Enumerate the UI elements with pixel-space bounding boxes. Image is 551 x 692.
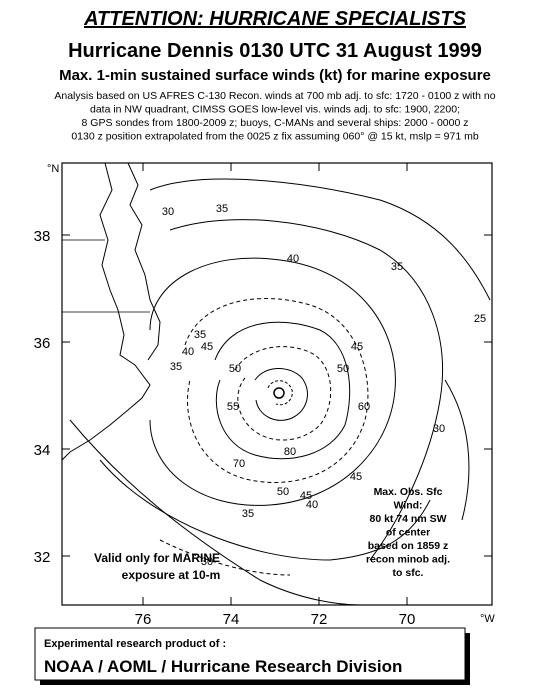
contour-label: 55 xyxy=(227,401,239,413)
lon-label: 76 xyxy=(135,611,152,628)
contour-label: 30 xyxy=(201,556,213,568)
contour-label: 45 xyxy=(350,471,362,483)
lat-label: 32 xyxy=(34,549,51,566)
contour-label: 50 xyxy=(229,363,241,375)
lat-label: 38 xyxy=(34,228,51,245)
title: Hurricane Dennis 0130 UTC 31 August 1999 xyxy=(68,40,482,62)
max-obs-note: recon minob adj. xyxy=(366,554,450,566)
contour-label: 35 xyxy=(391,261,403,273)
max-obs-note: to sfc. xyxy=(393,567,424,579)
banner: ATTENTION: HURRICANE SPECIALISTS xyxy=(83,8,467,30)
contour-label: 40 xyxy=(287,253,299,265)
marine-note: Valid only for MARINE xyxy=(94,551,220,565)
footer-box xyxy=(34,627,466,681)
lon-unit: °W xyxy=(480,613,495,625)
contour-label: 50 xyxy=(277,486,289,498)
note-line: Analysis based on US AFRES C-130 Recon. … xyxy=(54,90,495,102)
note-line: 0130 z position extrapolated from the 00… xyxy=(71,131,479,143)
lat-label: 34 xyxy=(34,442,51,459)
contour-label: 35 xyxy=(170,361,182,373)
storm-center xyxy=(273,387,285,399)
contour-label: 40 xyxy=(182,346,194,358)
contour-label: 45 xyxy=(300,490,312,502)
contour-label: 40 xyxy=(306,499,318,511)
contour-label: 80 xyxy=(284,446,296,458)
isotachs xyxy=(69,178,491,606)
max-obs-note: 80 kt 74 nm SW xyxy=(369,513,446,525)
contour-label: 35 xyxy=(242,508,254,520)
lat-label: 36 xyxy=(34,335,51,352)
note-line: 8 GPS sondes from 1800-2009 z; buoys, C-… xyxy=(82,117,469,129)
contour-label: 35 xyxy=(216,203,228,215)
marine-note: exposure at 10-m xyxy=(122,568,221,582)
max-obs-note: Max. Obs. Sfc xyxy=(374,486,443,498)
max-obs-note: of center xyxy=(386,527,430,539)
contour-label: 45 xyxy=(201,341,213,353)
lon-label: 74 xyxy=(223,611,240,628)
contour-label: 30 xyxy=(162,206,174,218)
contour-label: 50 xyxy=(337,363,349,375)
contour-label: 35 xyxy=(194,329,206,341)
contour-label: 30 xyxy=(433,423,445,435)
footer-line1: Experimental research product of : xyxy=(44,638,226,650)
lon-label: 72 xyxy=(311,611,328,628)
footer-line2: NOAA / AOML / Hurricane Research Divisio… xyxy=(44,657,402,676)
contour-label: 25 xyxy=(474,313,486,325)
lon-label: 70 xyxy=(399,611,416,628)
contour-label: 45 xyxy=(351,341,363,353)
contour-label: 70 xyxy=(233,458,245,470)
contour-label: 60 xyxy=(358,401,370,413)
note-line: data in NW quadrant, CIMSS GOES low-leve… xyxy=(90,104,460,116)
subtitle: Max. 1-min sustained surface winds (kt) … xyxy=(59,67,491,84)
map-frame xyxy=(61,162,493,606)
max-obs-note: Wind: xyxy=(393,500,422,512)
lat-unit: °N xyxy=(47,163,59,175)
max-obs-note: based on 1859 z xyxy=(368,540,449,552)
coastline xyxy=(61,162,161,461)
